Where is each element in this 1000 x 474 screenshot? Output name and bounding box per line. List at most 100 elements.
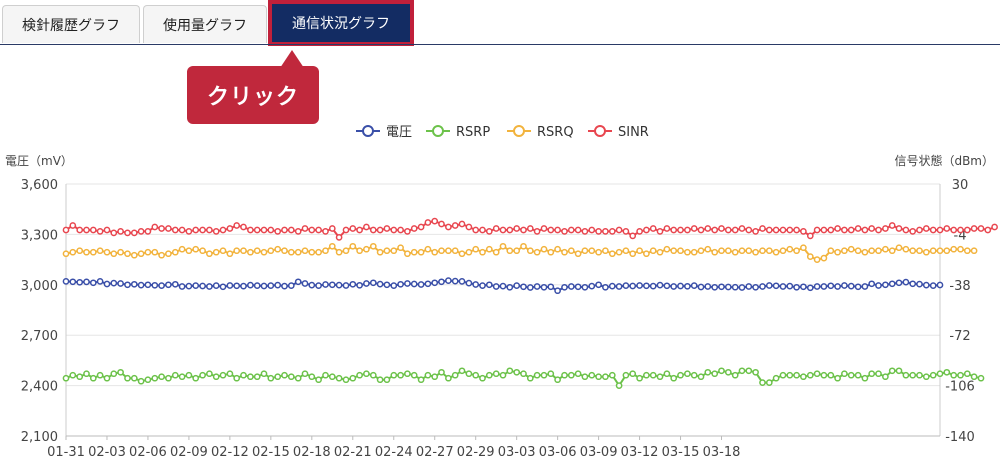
- data-point: [206, 226, 213, 234]
- data-point: [192, 226, 200, 234]
- data-point: [595, 228, 602, 235]
- data-point: [615, 382, 623, 389]
- data-point: [253, 373, 261, 381]
- data-point: [800, 244, 807, 252]
- data-point: [485, 371, 493, 379]
- data-point: [711, 248, 719, 256]
- data-point: [171, 280, 179, 288]
- data-point: [165, 225, 172, 232]
- data-point: [62, 278, 70, 285]
- x-tick-label: 02-03: [88, 445, 126, 460]
- data-point: [247, 281, 254, 289]
- tab-label: 通信状況グラフ: [292, 16, 390, 32]
- data-point: [540, 245, 548, 253]
- data-point: [335, 248, 343, 256]
- data-point: [294, 248, 302, 256]
- data-point: [943, 368, 951, 376]
- data-point: [110, 250, 118, 258]
- data-point: [383, 281, 391, 289]
- data-point: [315, 376, 322, 384]
- data-point: [103, 280, 111, 288]
- data-point: [458, 250, 466, 258]
- data-point: [834, 374, 841, 382]
- data-point: [649, 225, 657, 232]
- data-point: [281, 282, 288, 290]
- data-point: [158, 373, 165, 381]
- legend-marker: [594, 125, 606, 137]
- data-point: [950, 371, 958, 379]
- tab-communication-status[interactable]: 通信状況グラフ: [268, 0, 414, 46]
- tab-reading-history[interactable]: 検針履歴グラフ: [2, 5, 140, 43]
- data-point: [916, 247, 923, 255]
- data-point: [793, 247, 800, 255]
- data-point: [670, 374, 678, 382]
- data-point: [643, 371, 650, 379]
- data-point: [185, 371, 193, 379]
- data-point: [663, 245, 671, 253]
- data-point: [656, 248, 664, 256]
- data-point: [711, 226, 719, 234]
- data-point: [895, 244, 903, 252]
- data-point: [301, 247, 309, 255]
- data-point: [315, 248, 322, 256]
- data-point: [615, 283, 623, 290]
- data-point: [260, 282, 268, 290]
- tab-label: 検針履歴グラフ: [22, 17, 120, 34]
- data-point: [69, 278, 77, 286]
- data-point: [663, 370, 671, 378]
- data-point: [752, 248, 759, 256]
- data-point: [520, 283, 527, 291]
- data-point: [847, 226, 855, 234]
- data-point: [206, 283, 213, 290]
- data-point: [192, 374, 200, 382]
- data-point: [117, 368, 124, 376]
- data-point: [287, 282, 295, 289]
- data-point: [137, 377, 145, 385]
- data-point: [697, 283, 705, 291]
- data-point: [506, 367, 514, 375]
- data-point: [520, 226, 527, 234]
- data-point: [929, 226, 937, 234]
- data-point: [294, 374, 302, 382]
- data-point: [458, 220, 466, 228]
- data-point: [451, 371, 459, 379]
- data-point: [219, 226, 227, 234]
- data-point: [731, 248, 739, 256]
- data-point: [369, 371, 377, 379]
- data-point: [554, 287, 561, 295]
- data-point: [472, 226, 480, 234]
- data-point: [581, 283, 589, 291]
- data-point: [342, 376, 350, 384]
- data-point: [670, 247, 678, 255]
- data-point: [424, 280, 432, 288]
- tab-usage[interactable]: 使用量グラフ: [143, 5, 267, 43]
- data-point: [909, 228, 917, 235]
- legend-marker: [432, 125, 444, 137]
- data-point: [199, 282, 206, 290]
- data-point: [397, 226, 404, 234]
- data-point: [274, 373, 282, 381]
- data-point: [738, 367, 746, 375]
- data-point: [158, 225, 165, 232]
- data-point: [929, 282, 937, 289]
- data-point: [841, 370, 848, 378]
- data-point: [827, 282, 835, 290]
- data-point: [349, 225, 357, 232]
- data-point: [752, 283, 759, 291]
- data-point: [533, 228, 541, 235]
- data-point: [567, 226, 575, 234]
- data-point: [499, 242, 507, 250]
- tab-divider: [0, 44, 1000, 45]
- data-point: [424, 219, 432, 226]
- data-point: [526, 374, 534, 382]
- data-point: [335, 234, 343, 241]
- data-point: [882, 373, 889, 381]
- data-point: [212, 228, 220, 235]
- data-point: [151, 223, 159, 231]
- data-point: [363, 245, 370, 253]
- data-point: [96, 278, 104, 285]
- data-point: [513, 282, 521, 289]
- data-point: [724, 247, 732, 255]
- data-point: [704, 368, 712, 376]
